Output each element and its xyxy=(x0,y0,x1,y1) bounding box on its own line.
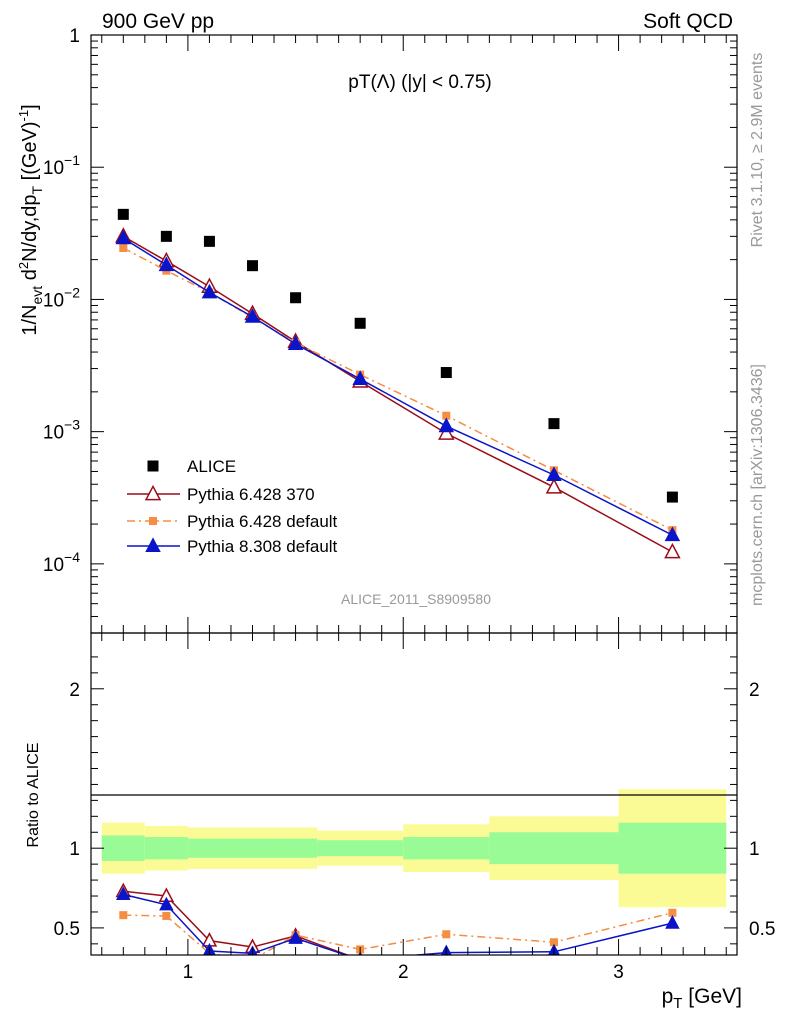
data-point xyxy=(352,370,368,386)
ratio-point xyxy=(665,915,680,929)
ratio-series-group xyxy=(115,882,680,964)
series-alice xyxy=(117,208,678,503)
x-tick-label: 2 xyxy=(398,962,409,983)
x-axis-label: pT [GeV] xyxy=(662,985,742,1012)
legend: ALICE Pythia 6.428 370 Pythia 6.428 defaul… xyxy=(127,457,338,556)
x-tick-label: 3 xyxy=(613,962,624,983)
data-point xyxy=(442,411,451,420)
series-line xyxy=(122,247,673,531)
data-point xyxy=(354,317,366,329)
y-tick-label: 10−4 xyxy=(43,549,80,576)
legend-marker xyxy=(149,517,157,525)
band-inner xyxy=(230,838,275,858)
data-point xyxy=(160,230,172,242)
band-inner xyxy=(618,822,727,874)
data-point xyxy=(158,256,175,272)
ratio-point xyxy=(445,952,448,955)
data-point xyxy=(664,542,681,559)
data-point xyxy=(290,292,302,304)
ratio-point xyxy=(549,938,558,947)
ratio-point xyxy=(288,930,303,944)
data-point xyxy=(546,466,562,482)
y-tick-label: 1 xyxy=(69,26,80,47)
legend-marker xyxy=(144,484,162,501)
data-point xyxy=(438,424,455,440)
legend-label: ALICE xyxy=(187,457,236,476)
legend-entry-pythia-6-428-370: Pythia 6.428 370 xyxy=(127,484,315,504)
legend-label: Pythia 6.428 default xyxy=(187,512,338,531)
ratio-point xyxy=(159,896,174,911)
legend-entry-pythia-6-428-default: Pythia 6.428 default xyxy=(127,512,338,531)
ratio-y-tick-label: 2 xyxy=(69,680,80,701)
main-y-axis-label: 1/Nevt d2N/dy,dpT [(GeV)-1] xyxy=(16,104,45,335)
band-inner xyxy=(187,838,231,858)
data-point xyxy=(247,260,258,272)
series-line xyxy=(122,235,673,553)
data-point xyxy=(666,491,678,503)
data-point xyxy=(201,283,218,299)
ratio-series-pythia-8-308-default xyxy=(116,886,680,955)
ratio-point xyxy=(442,930,451,939)
legend-entry-pythia-8-308-default: Pythia 8.308 default xyxy=(127,537,338,556)
analysis-watermark: ALICE_2011_S8909580 xyxy=(341,591,491,607)
ratio-point xyxy=(116,886,131,901)
rivet-label: Rivet 3.1.10, ≥ 2.9M events xyxy=(749,53,766,248)
data-point xyxy=(115,229,132,245)
band-inner xyxy=(274,838,318,858)
band-inner xyxy=(403,837,490,860)
legend-label: Pythia 8.308 default xyxy=(187,537,338,556)
data-point xyxy=(664,526,681,542)
data-point xyxy=(117,208,129,220)
ratio-y-tick-label-right: 2 xyxy=(749,680,760,701)
ratio-point xyxy=(119,911,128,920)
ratio-y-tick-label: 1 xyxy=(69,839,80,860)
plot-title: pT(Λ) (|y| < 0.75) xyxy=(348,72,491,93)
ratio-y-axis-label: Ratio to ALICE xyxy=(25,743,42,848)
header-left: 900 GeV pp xyxy=(102,10,214,33)
data-point xyxy=(203,235,215,247)
data-point xyxy=(287,335,304,351)
series-pythia-8-308-default xyxy=(115,229,681,542)
legend-marker xyxy=(147,460,159,472)
main-series-group xyxy=(115,208,681,559)
band-inner xyxy=(489,832,619,865)
mcplots-label: mcplots.cern.ch [arXiv:1306.3436] xyxy=(749,364,766,606)
ratio-plot-frame xyxy=(90,632,738,956)
data-point xyxy=(545,478,563,494)
legend-entry-alice: ALICE xyxy=(147,457,236,476)
header-right: Soft QCD xyxy=(643,10,733,33)
data-point xyxy=(548,418,560,430)
y-tick-label: 10−1 xyxy=(43,152,80,179)
data-point xyxy=(244,308,261,323)
y-tick-label: 10−2 xyxy=(43,284,80,311)
data-point xyxy=(438,417,455,433)
ratio-y-tick-label-right: 0.5 xyxy=(749,919,775,940)
y-tick-label: 10−3 xyxy=(43,417,80,444)
x-tick-label: 1 xyxy=(183,962,194,983)
ratio-y-tick-label-right: 1 xyxy=(749,839,760,860)
axes-group: 10−4 10−3 10−2 10−1 1 0.5 0.5 1 1 2 2 1 2 3 xyxy=(43,26,776,983)
ratio-point xyxy=(162,911,171,920)
band-inner xyxy=(101,835,145,861)
ratio-uncertainty-bands xyxy=(101,789,727,908)
data-point xyxy=(119,243,128,252)
legend-marker xyxy=(145,537,161,553)
band-inner xyxy=(144,837,188,860)
ratio-line xyxy=(123,890,350,955)
band-inner xyxy=(317,840,404,857)
data-point xyxy=(440,367,452,379)
ratio-y-tick-label: 0.5 xyxy=(54,919,80,940)
ratio-point xyxy=(249,956,257,964)
ratio-point xyxy=(668,908,677,917)
legend-label: Pythia 6.428 370 xyxy=(187,485,315,504)
